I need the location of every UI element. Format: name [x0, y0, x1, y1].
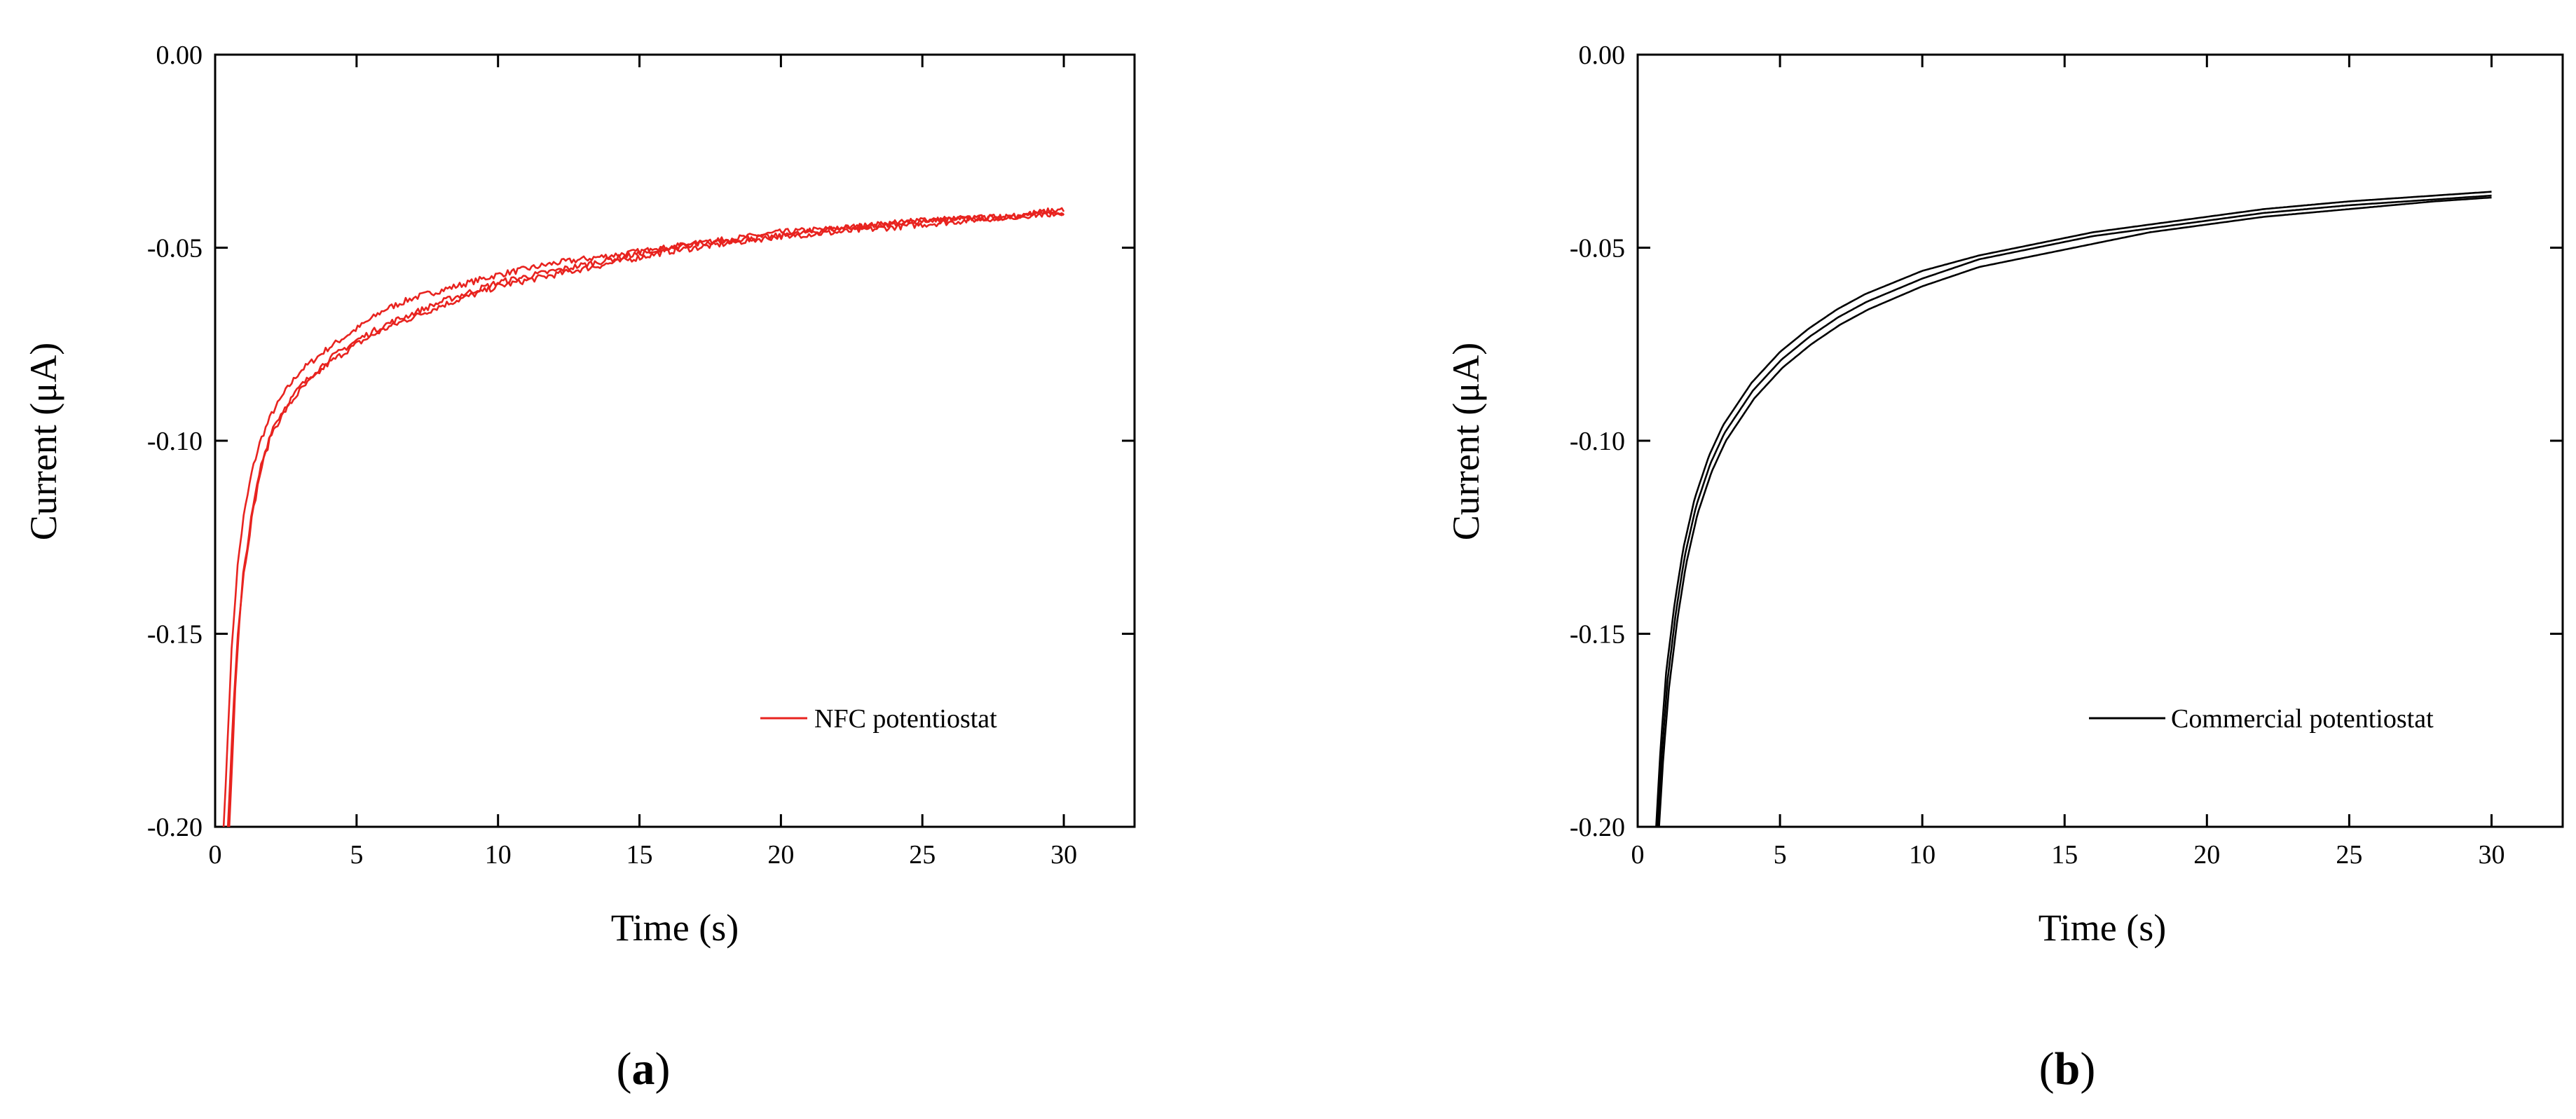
- x-tick-label: 15: [2051, 840, 2078, 870]
- panel-label-a: (a): [617, 1043, 671, 1094]
- y-tick-label: -0.10: [1570, 427, 1625, 456]
- tick-marks-b: [1636, 53, 2563, 828]
- y-tick-label: -0.15: [147, 620, 203, 650]
- x-axis-title-b: Time (s): [2039, 907, 2167, 949]
- y-tick-label: -0.05: [1570, 234, 1625, 263]
- chart-panel-a: 0.00 -0.05 -0.10 -0.15 -0.20 0 5 10 15 20 25 30 NF…: [22, 41, 1136, 949]
- series-line-b-3: [1658, 196, 2492, 828]
- y-tick-label: 0.00: [156, 41, 203, 70]
- x-tick-label: 10: [1909, 840, 1936, 870]
- x-axis-title-a: Time (s): [611, 907, 739, 949]
- y-tick-label: -0.10: [147, 427, 203, 456]
- tick-marks-a: [214, 53, 1135, 828]
- y-axis-title-a: Current (μA): [22, 343, 64, 540]
- x-tick-label: 0: [1631, 840, 1645, 870]
- y-tick-label: -0.05: [147, 234, 203, 263]
- panel-label-b: (b): [2039, 1043, 2096, 1094]
- series-group-b: [1655, 191, 2492, 828]
- series-line-a-2: [226, 210, 1064, 828]
- x-tick-label: 30: [1050, 840, 1077, 870]
- y-tick-labels-a: 0.00 -0.05 -0.10 -0.15 -0.20: [147, 41, 203, 842]
- x-tick-label: 20: [767, 840, 794, 870]
- x-tick-label: 5: [350, 840, 363, 870]
- y-axis-title-b: Current (μA): [1445, 343, 1487, 540]
- x-tick-label: 0: [209, 840, 222, 870]
- legend-a: NFC potentiostat: [760, 704, 997, 734]
- series-line-b-2: [1657, 194, 2492, 828]
- y-tick-label: 0.00: [1579, 41, 1626, 70]
- y-tick-label: -0.20: [1570, 813, 1625, 842]
- y-tick-label: -0.15: [1570, 620, 1625, 650]
- x-tick-label: 25: [2336, 840, 2362, 870]
- legend-label-commercial: Commercial potentiostat: [2171, 704, 2434, 734]
- x-tick-labels-a: 0 5 10 15 20 25 30: [209, 840, 1078, 870]
- x-tick-label: 20: [2193, 840, 2220, 870]
- x-tick-label: 25: [909, 840, 936, 870]
- series-line-a-1: [222, 210, 1065, 828]
- series-line-b-1: [1655, 191, 2492, 828]
- x-tick-label: 30: [2478, 840, 2505, 870]
- x-tick-label: 10: [485, 840, 512, 870]
- chart-panel-b: 0.00 -0.05 -0.10 -0.15 -0.20 0 5 10 15 20 25 30 Co…: [1445, 41, 2564, 949]
- x-tick-labels-b: 0 5 10 15 20 25 30: [1631, 840, 2505, 870]
- y-tick-labels-b: 0.00 -0.05 -0.10 -0.15 -0.20: [1570, 41, 1625, 842]
- y-tick-label: -0.20: [147, 813, 203, 842]
- legend-b: Commercial potentiostat: [2089, 704, 2434, 734]
- x-tick-label: 15: [626, 840, 653, 870]
- series-line-a-3: [228, 207, 1065, 828]
- x-tick-label: 5: [1774, 840, 1787, 870]
- series-group-a: [222, 207, 1065, 828]
- legend-label-nfc: NFC potentiostat: [814, 704, 997, 734]
